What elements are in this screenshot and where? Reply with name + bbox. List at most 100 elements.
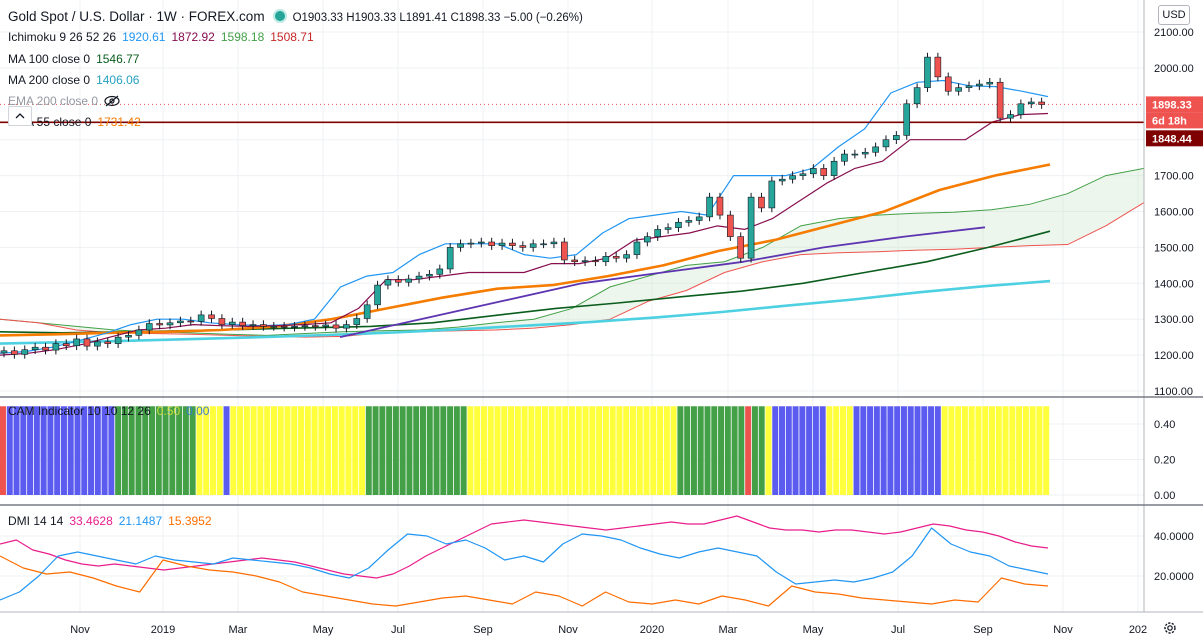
cam-bar (860, 406, 867, 495)
legend-ema200[interactable]: EMA 200 close 0 (8, 94, 120, 108)
candle-body (571, 259, 578, 263)
cam-bar (1009, 406, 1016, 495)
candle-body (73, 338, 80, 347)
cam-tick-label: 0.00 (1154, 490, 1175, 502)
cam-bar (392, 406, 399, 495)
cam-bar (128, 406, 135, 495)
dmi-tick-label: 40.0000 (1154, 531, 1194, 543)
candle-body (799, 173, 807, 176)
candle-body (519, 245, 527, 248)
candle-body (633, 241, 641, 255)
candle-body (426, 274, 433, 277)
legend-dmi[interactable]: DMI 14 14 33.4628 21.1487 15.3952 (8, 514, 218, 528)
time-tick-label: Sep (973, 624, 993, 636)
cam-bar (149, 406, 156, 495)
cam-bar (216, 406, 223, 495)
time-tick-label: 2019 (151, 624, 175, 636)
candle-body (955, 87, 962, 92)
time-tick-label: Nov (558, 624, 578, 636)
di-plus-line (0, 527, 1049, 601)
collapse-legend-button[interactable] (8, 106, 32, 126)
cam-bar (846, 406, 853, 495)
cam-bar (704, 406, 711, 495)
candle-body (654, 229, 662, 237)
ichimoku-label: Ichimoku 9 26 52 26 (8, 30, 117, 44)
symbol-title[interactable]: Gold Spot / U.S. Dollar · 1W · FOREX.com (8, 9, 265, 24)
dmi-v3: 15.3952 (168, 514, 212, 528)
cam-bar (433, 406, 440, 495)
hidden-eye-icon[interactable] (104, 95, 120, 107)
legend-ma200[interactable]: MA 200 close 0 1406.06 (8, 73, 145, 87)
cam-bar (521, 406, 528, 495)
axes: 1100.00 1200.00 1300.00 1400.00 1500.00 1600.… (70, 27, 1203, 636)
candle-body (550, 241, 558, 245)
price-tick-label: 2000.00 (1154, 63, 1194, 75)
time-tick-label: Mar (229, 624, 248, 636)
time-tick-label: Jul (891, 624, 905, 636)
cam-bar (1016, 406, 1023, 495)
cam-bar (311, 406, 318, 495)
cam-bar (453, 406, 460, 495)
cam-bar (968, 406, 975, 495)
candle-body (903, 103, 911, 136)
candle-body (322, 324, 329, 327)
cam-bar (934, 406, 941, 495)
cam-bar (359, 406, 366, 495)
cam-tick-label: 0.20 (1154, 455, 1175, 467)
candle-body (509, 242, 516, 246)
legend-cam[interactable]: CAM Indicator 10 10 12 26 0.50 0.00 (8, 404, 215, 418)
candle-body (311, 325, 319, 327)
cam-bar (569, 406, 576, 495)
candle-body (924, 56, 931, 88)
candle-body (363, 304, 371, 319)
gear-icon[interactable] (1162, 620, 1178, 636)
candle-body (145, 323, 153, 331)
cam-bar (47, 406, 54, 495)
candle-body (301, 325, 309, 327)
countdown-tag-bg (1146, 112, 1203, 129)
candle-body (166, 322, 174, 326)
cam-bar (582, 406, 589, 495)
candle-body (996, 81, 1004, 119)
candle-body (249, 324, 257, 326)
time-tick-label: 202 (1129, 624, 1147, 636)
time-tick-label: Jul (391, 624, 405, 636)
cam-label: CAM Indicator 10 10 12 26 (8, 404, 151, 418)
last-price-tag: 1898.33 (1152, 99, 1192, 111)
candle-body (685, 220, 693, 223)
candle-body (0, 350, 8, 354)
cam-bar (873, 406, 880, 495)
cam-bar (210, 406, 216, 495)
legend-ma100[interactable]: MA 100 close 0 1546.77 (8, 52, 145, 66)
cam-bar (894, 406, 901, 495)
cam-bar (853, 406, 860, 495)
candle-body (540, 243, 547, 246)
cam-bar (623, 406, 630, 495)
ema55-line (0, 163, 1051, 337)
legend-ichimoku[interactable]: Ichimoku 9 26 52 26 1920.61 1872.92 1598.18… (8, 30, 320, 44)
cam-bar (399, 406, 406, 495)
cam-bar (548, 406, 555, 495)
cam-bar (867, 406, 874, 495)
cloud-fill (0, 168, 1144, 338)
candle-body (612, 256, 620, 259)
cam-bar (501, 406, 508, 495)
cam-bar (196, 406, 203, 495)
candle-body (644, 236, 651, 243)
indicator-lines (0, 79, 1144, 356)
candle-body (156, 323, 163, 326)
support-price-tag: 1848.44 (1152, 133, 1193, 145)
trend-line-purple (339, 226, 986, 338)
candle-body (208, 314, 215, 319)
candle-body (52, 343, 60, 351)
currency-button[interactable]: USD (1158, 5, 1190, 25)
price-tick-label: 2100.00 (1154, 27, 1194, 39)
candle-body (581, 260, 589, 263)
candle-body (913, 87, 921, 105)
cam-bar (921, 406, 928, 495)
cam-bar (386, 406, 393, 495)
cam-bar (284, 406, 291, 495)
cam-bar (277, 406, 284, 495)
cam-bar (1036, 406, 1043, 495)
